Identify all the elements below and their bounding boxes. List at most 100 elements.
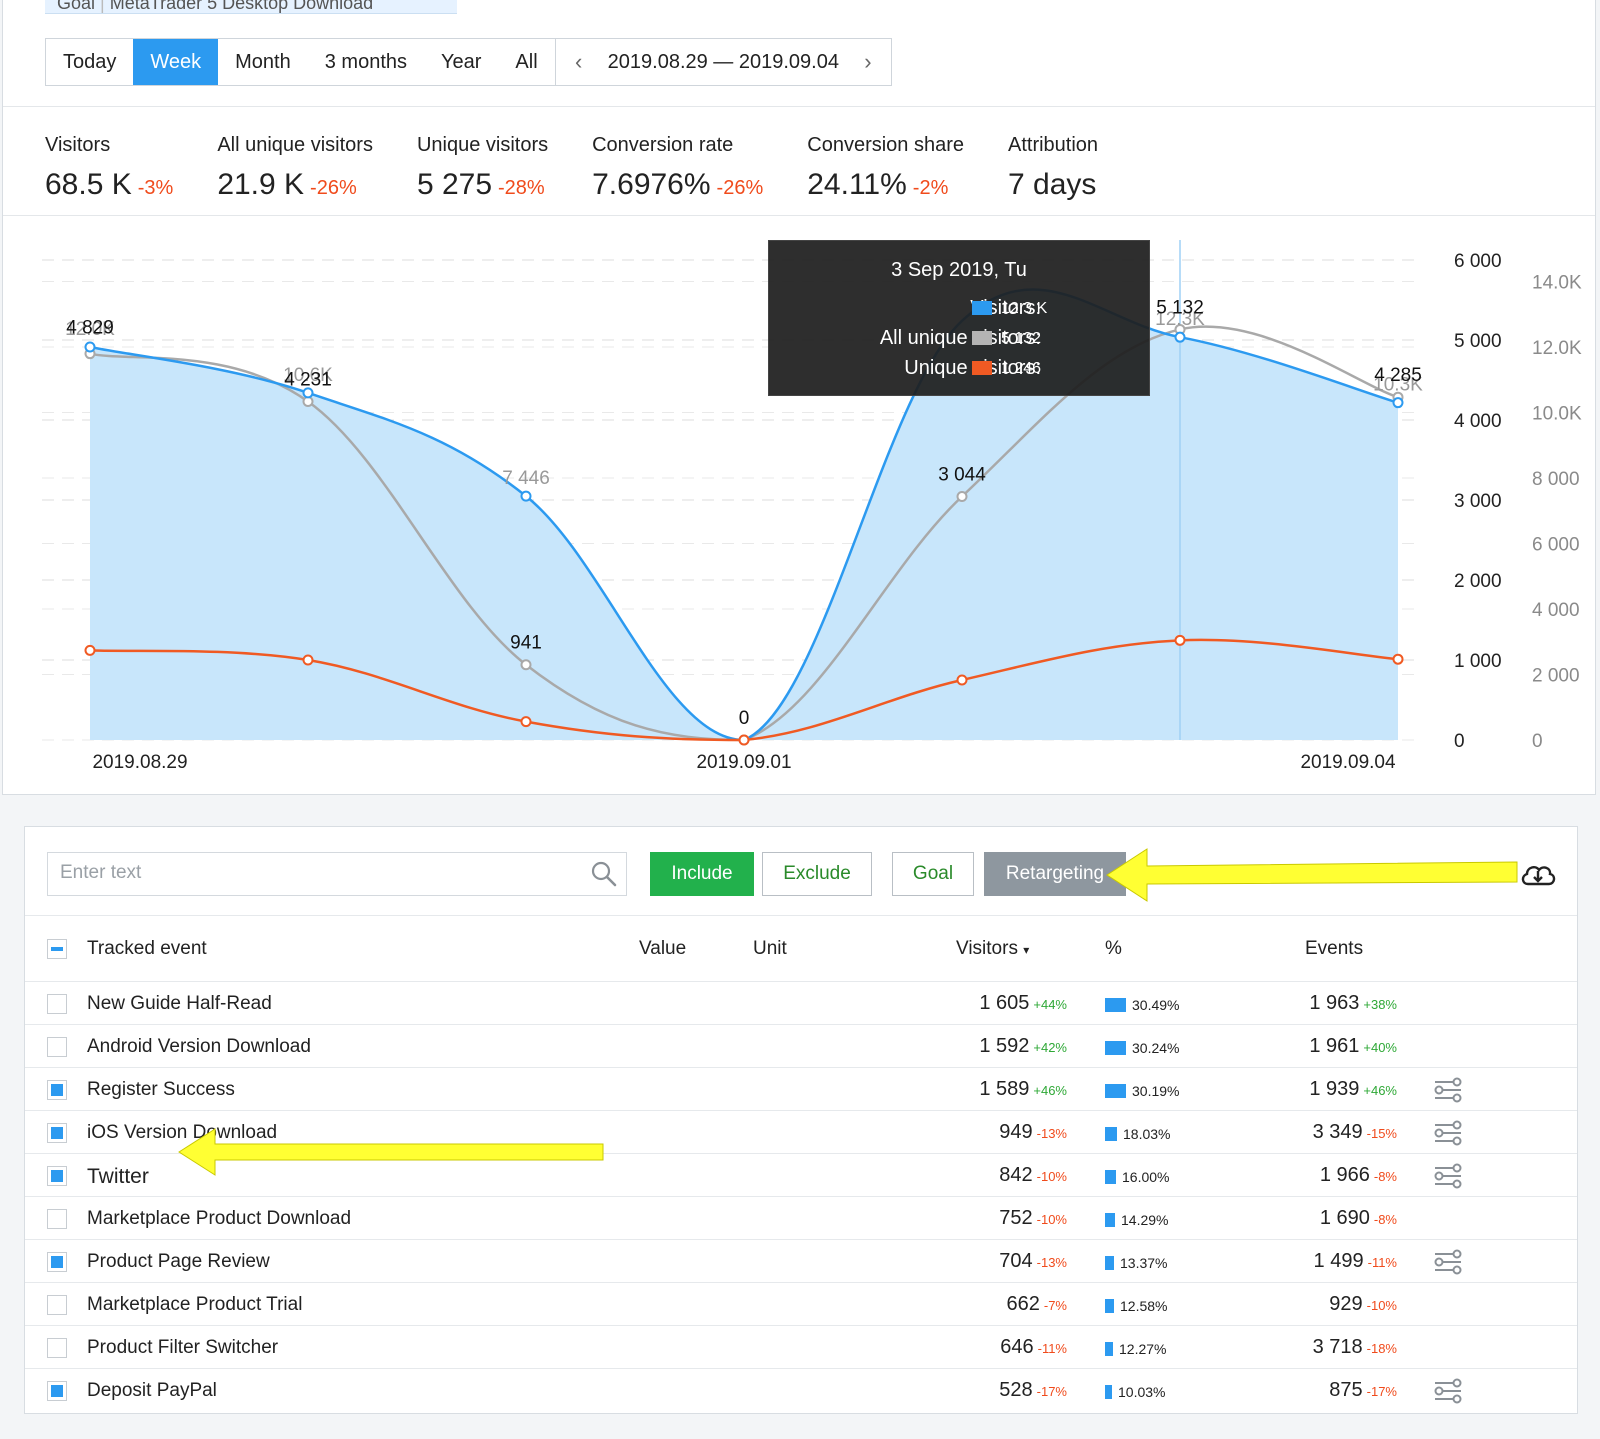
visitors-point bbox=[84, 341, 96, 353]
retargeting-settings-icon[interactable] bbox=[1433, 1248, 1463, 1281]
row-checkbox[interactable] bbox=[47, 1166, 67, 1186]
retargeting-settings-icon[interactable] bbox=[1433, 1377, 1463, 1410]
event-name[interactable]: Product Filter Switcher bbox=[87, 1337, 279, 1358]
all-unique-point bbox=[302, 396, 314, 408]
period-month[interactable]: Month bbox=[235, 51, 291, 73]
header-value[interactable]: Value bbox=[639, 938, 687, 959]
period-3-months[interactable]: 3 months bbox=[324, 51, 407, 73]
date-range-text[interactable]: 2019.08.29 — 2019.09.04 bbox=[607, 50, 839, 73]
table-row[interactable]: iOS Version Download 949 -13% 18.03% 3 349 -1… bbox=[25, 1110, 1577, 1154]
left-axis-tick: 0 bbox=[1454, 731, 1465, 752]
table-row[interactable]: Deposit PayPal 528 -17% 10.03% 875 -17% bbox=[25, 1368, 1577, 1412]
stat-label: Unique visitors bbox=[416, 134, 549, 156]
row-checkbox[interactable] bbox=[47, 1037, 67, 1057]
visitors-delta: -17% bbox=[1036, 1384, 1067, 1399]
events-cell: 1 961 +40% bbox=[1309, 1035, 1397, 1058]
event-name[interactable]: iOS Version Download bbox=[87, 1122, 278, 1143]
event-name[interactable]: Product Page Review bbox=[87, 1251, 270, 1272]
stat-label: Conversion rate bbox=[592, 134, 734, 156]
include-button[interactable]: Include bbox=[650, 852, 754, 896]
event-name[interactable]: Marketplace Product Trial bbox=[87, 1294, 303, 1315]
visitors-cell: 1 605 +44% bbox=[979, 992, 1067, 1015]
divider bbox=[3, 106, 1595, 107]
share-percent: 16.00% bbox=[1122, 1169, 1170, 1185]
stat-attribution[interactable]: Attribution 7 days bbox=[1008, 134, 1102, 202]
chevron-left-icon[interactable]: ‹ bbox=[574, 49, 583, 74]
visitors-delta: -10% bbox=[1036, 1212, 1067, 1227]
events-delta: -18% bbox=[1366, 1341, 1397, 1356]
goal-button[interactable]: Goal bbox=[892, 852, 974, 896]
cloud-download-icon[interactable] bbox=[1519, 860, 1557, 890]
annotation-arrow bbox=[1106, 848, 1518, 902]
right-axis-tick: 6 000 bbox=[1532, 535, 1580, 556]
visitors-value: 662 bbox=[1006, 1293, 1040, 1315]
retargeting-settings-icon[interactable] bbox=[1433, 1162, 1463, 1195]
event-name[interactable]: Marketplace Product Download bbox=[87, 1208, 352, 1229]
share-percent: 12.58% bbox=[1120, 1298, 1168, 1314]
header-visitors[interactable]: Visitors ▾ bbox=[956, 938, 1029, 960]
row-checkbox[interactable] bbox=[47, 1338, 67, 1358]
period-today[interactable]: Today bbox=[63, 51, 117, 73]
all-unique-data-label: 4 829 bbox=[66, 318, 114, 339]
table-row[interactable]: Product Page Review 704 -13% 13.37% 1 499 -11… bbox=[25, 1239, 1577, 1283]
visitors-delta: -13% bbox=[1036, 1255, 1067, 1270]
row-checkbox[interactable] bbox=[47, 1295, 67, 1315]
select-all-checkbox[interactable] bbox=[47, 939, 67, 959]
header-percent[interactable]: % bbox=[1105, 938, 1122, 959]
event-name[interactable]: Deposit PayPal bbox=[87, 1380, 217, 1401]
row-checkbox[interactable] bbox=[47, 1252, 67, 1272]
table-row[interactable]: New Guide Half-Read 1 605 +44% 30.49% 1 963 +… bbox=[25, 981, 1577, 1025]
events-cell: 1 690 -8% bbox=[1320, 1207, 1397, 1230]
header-tracked-event[interactable]: Tracked event bbox=[87, 938, 207, 959]
period-year[interactable]: Year bbox=[441, 51, 482, 73]
unique-visitors-point bbox=[956, 674, 968, 686]
row-checkbox[interactable] bbox=[47, 994, 67, 1014]
event-name[interactable]: Android Version Download bbox=[87, 1036, 311, 1057]
header-unit[interactable]: Unit bbox=[753, 938, 787, 959]
visitors-value: 528 bbox=[999, 1379, 1033, 1401]
period-all[interactable]: All bbox=[515, 51, 538, 73]
unique-visitors-point bbox=[520, 716, 532, 728]
table-row[interactable]: Marketplace Product Download 752 -10% 14.29… bbox=[25, 1196, 1577, 1240]
all-unique-data-label: 4 231 bbox=[284, 370, 332, 391]
retargeting-button[interactable]: Retargeting bbox=[984, 852, 1126, 896]
search-icon[interactable] bbox=[590, 860, 618, 888]
share-bar bbox=[1105, 1084, 1126, 1098]
row-checkbox[interactable] bbox=[47, 1209, 67, 1229]
share-bar bbox=[1105, 1256, 1114, 1270]
all-unique-data-label: 941 bbox=[510, 633, 542, 654]
all-unique-point bbox=[520, 659, 532, 671]
visitors-chart[interactable]: 0 1 000 2 000 3 000 4 000 5 000 6 000 0 2 000 4 0… bbox=[0, 230, 1600, 790]
tooltip-swatch bbox=[972, 361, 992, 375]
table-row[interactable]: Register Success 1 589 +46% 30.19% 1 939 +46% bbox=[25, 1067, 1577, 1111]
visitors-cell: 646 -11% bbox=[1000, 1336, 1067, 1359]
right-axis-tick: 8 000 bbox=[1532, 469, 1580, 490]
table-row[interactable]: Marketplace Product Trial 662 -7% 12.58% 929… bbox=[25, 1282, 1577, 1326]
visitors-delta: +44% bbox=[1033, 997, 1067, 1012]
right-axis-tick: 10.0K bbox=[1532, 404, 1582, 425]
chevron-right-icon[interactable]: › bbox=[864, 49, 872, 74]
visitors-data-label: 7 446 bbox=[502, 468, 550, 489]
event-name[interactable]: Twitter bbox=[87, 1165, 149, 1188]
right-axis-tick: 0 bbox=[1532, 731, 1543, 752]
table-row[interactable]: Product Filter Switcher 646 -11% 12.27% 3 71… bbox=[25, 1325, 1577, 1369]
events-cell: 3 718 -18% bbox=[1313, 1336, 1397, 1359]
search-input[interactable] bbox=[60, 853, 580, 893]
period-week[interactable]: Week bbox=[133, 39, 219, 85]
retargeting-settings-icon[interactable] bbox=[1433, 1076, 1463, 1109]
header-events[interactable]: Events bbox=[1305, 938, 1364, 959]
goal-bar[interactable]: Goal | MetaTrader 5 Desktop Download bbox=[45, 0, 457, 14]
row-checkbox[interactable] bbox=[47, 1080, 67, 1100]
events-value: 1 939 bbox=[1309, 1078, 1360, 1100]
event-name[interactable]: New Guide Half-Read bbox=[87, 993, 272, 1014]
all-unique-point bbox=[956, 490, 968, 502]
row-checkbox[interactable] bbox=[47, 1381, 67, 1401]
retargeting-settings-icon[interactable] bbox=[1433, 1119, 1463, 1152]
table-row[interactable]: Android Version Download 1 592 +42% 30.24% 1… bbox=[25, 1024, 1577, 1068]
row-checkbox[interactable] bbox=[47, 1123, 67, 1143]
annotation-arrow bbox=[178, 1128, 604, 1176]
exclude-button[interactable]: Exclude bbox=[762, 852, 872, 896]
visitors-cell: 752 -10% bbox=[999, 1207, 1067, 1230]
table-row[interactable]: Twitter 842 -10% 16.00% 1 966 -8% bbox=[25, 1153, 1577, 1197]
event-name[interactable]: Register Success bbox=[87, 1079, 235, 1100]
